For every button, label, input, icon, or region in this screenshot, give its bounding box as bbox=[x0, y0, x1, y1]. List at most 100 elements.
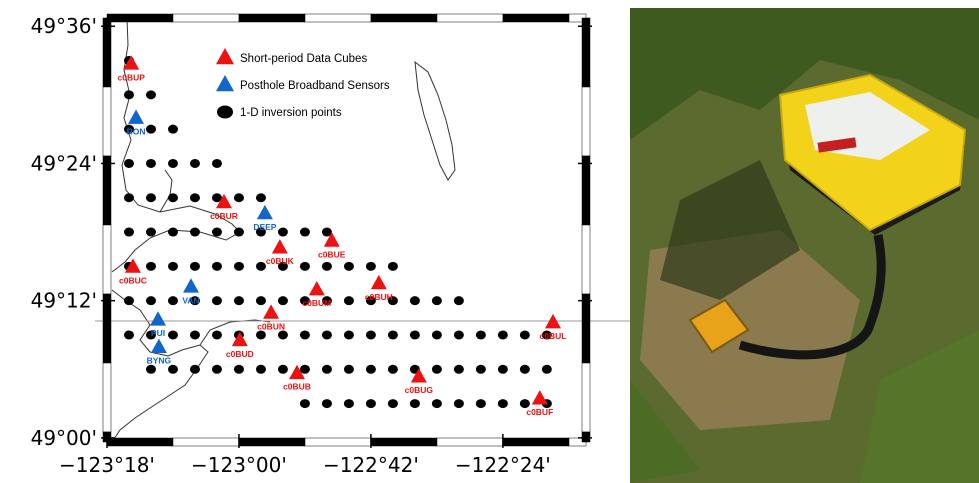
frame-bar bbox=[103, 156, 111, 225]
station-label: BYNG bbox=[147, 356, 172, 366]
station-label: c0BUL bbox=[540, 331, 567, 341]
inversion-point bbox=[234, 296, 244, 305]
frame-bar bbox=[305, 14, 371, 22]
inversion-point bbox=[168, 193, 178, 202]
inversion-point bbox=[322, 399, 332, 408]
frame-bar bbox=[103, 225, 111, 294]
frame-bar bbox=[173, 438, 239, 446]
station-marker bbox=[257, 205, 273, 219]
legend-label: Posthole Broadband Sensors bbox=[240, 80, 390, 92]
inversion-point bbox=[300, 365, 310, 374]
station-marker bbox=[309, 281, 325, 295]
inversion-point bbox=[300, 399, 310, 408]
inversion-point bbox=[344, 330, 354, 339]
inversion-point bbox=[146, 228, 156, 237]
station-label: c0BUD bbox=[226, 349, 254, 359]
station-label: c0BUP bbox=[117, 72, 145, 82]
inversion-point bbox=[344, 296, 354, 305]
inversion-point bbox=[278, 296, 288, 305]
inversion-point bbox=[234, 365, 244, 374]
inversion-point bbox=[476, 330, 486, 339]
frame-bar bbox=[239, 14, 305, 22]
frame-bar bbox=[582, 156, 590, 225]
station-marker bbox=[272, 239, 288, 253]
inversion-point bbox=[124, 159, 134, 168]
station-label: c0BUB bbox=[283, 382, 311, 392]
frame-bar bbox=[107, 14, 173, 22]
inversion-point bbox=[410, 399, 420, 408]
inversion-point bbox=[366, 399, 376, 408]
inversion-point bbox=[300, 262, 310, 271]
station-label: PUI bbox=[151, 328, 165, 338]
inversion-point bbox=[520, 330, 530, 339]
inversion-point bbox=[168, 125, 178, 134]
inversion-point bbox=[388, 262, 398, 271]
station-label: c0BUE bbox=[318, 249, 346, 259]
inversion-point bbox=[278, 228, 288, 237]
frame-bar bbox=[103, 294, 111, 363]
inversion-point bbox=[300, 330, 310, 339]
inversion-point bbox=[146, 296, 156, 305]
inversion-point bbox=[410, 330, 420, 339]
inversion-point bbox=[146, 262, 156, 271]
frame-bar bbox=[582, 432, 590, 442]
frame-bar bbox=[582, 294, 590, 363]
inversion-point bbox=[212, 228, 222, 237]
inversion-point bbox=[278, 365, 288, 374]
inversion-point bbox=[146, 365, 156, 374]
inversion-point bbox=[454, 365, 464, 374]
inversion-point bbox=[190, 193, 200, 202]
inversion-point bbox=[190, 330, 200, 339]
legend-marker bbox=[217, 106, 233, 119]
inversion-point bbox=[454, 296, 464, 305]
inversion-point bbox=[410, 296, 420, 305]
inversion-point bbox=[124, 228, 134, 237]
frame-bar bbox=[239, 438, 305, 446]
inversion-point bbox=[344, 365, 354, 374]
y-tick-label: 49°12' bbox=[31, 289, 97, 313]
inversion-point bbox=[212, 330, 222, 339]
inversion-point bbox=[168, 159, 178, 168]
inversion-point bbox=[344, 262, 354, 271]
frame-bar bbox=[173, 14, 239, 22]
frame-bar bbox=[582, 87, 590, 156]
inversion-point bbox=[520, 365, 530, 374]
x-tick-label: −123°00' bbox=[191, 453, 287, 477]
inversion-point bbox=[124, 296, 134, 305]
frame-bar bbox=[582, 225, 590, 294]
station-label: c0BUN bbox=[257, 321, 285, 331]
y-tick-label: 49°24' bbox=[31, 151, 97, 175]
frame-bar bbox=[305, 438, 371, 446]
station-marker bbox=[183, 278, 199, 292]
frame-bar bbox=[582, 18, 590, 87]
inversion-point bbox=[212, 262, 222, 271]
station-marker bbox=[371, 275, 387, 289]
frame-bar bbox=[503, 14, 569, 22]
inversion-point bbox=[190, 262, 200, 271]
inversion-point bbox=[256, 365, 266, 374]
frame-bar bbox=[437, 14, 503, 22]
legend-label: 1-D inversion points bbox=[240, 107, 342, 119]
inversion-point bbox=[168, 262, 178, 271]
station-label: c0BUF bbox=[526, 407, 553, 417]
inversion-point bbox=[388, 330, 398, 339]
inversion-point bbox=[234, 262, 244, 271]
frame-bar bbox=[371, 14, 437, 22]
station-label: c0BUC bbox=[119, 275, 147, 285]
station-label: c0BUH bbox=[365, 292, 393, 302]
station-marker bbox=[263, 304, 279, 318]
inversion-point bbox=[344, 399, 354, 408]
inversion-point bbox=[190, 365, 200, 374]
inversion-point bbox=[168, 296, 178, 305]
y-tick-label: 49°00' bbox=[31, 426, 97, 450]
inversion-point bbox=[366, 262, 376, 271]
x-tick-label: −122°24' bbox=[455, 453, 551, 477]
station-marker bbox=[151, 339, 167, 353]
inversion-point bbox=[124, 193, 134, 202]
field-photo bbox=[630, 8, 979, 483]
inversion-point bbox=[322, 330, 332, 339]
frame-bar bbox=[107, 438, 173, 446]
frame-bar bbox=[103, 363, 111, 432]
inversion-point bbox=[454, 330, 464, 339]
inversion-point bbox=[300, 228, 310, 237]
